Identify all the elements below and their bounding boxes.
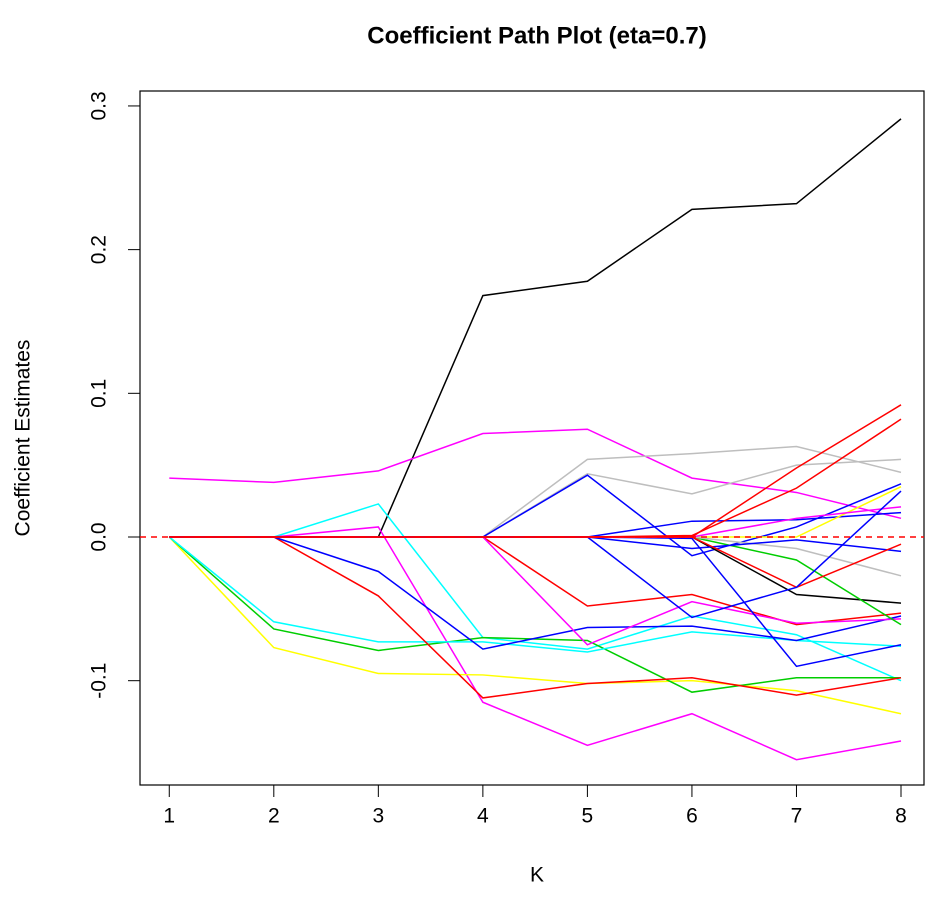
y-tick-label: -0.1 bbox=[88, 663, 111, 699]
series-line bbox=[169, 526, 902, 761]
x-tick-label: 1 bbox=[163, 805, 175, 828]
x-tick-label: 6 bbox=[686, 805, 698, 828]
series-line bbox=[169, 503, 902, 682]
series-line bbox=[169, 486, 902, 538]
x-tick-label: 4 bbox=[477, 805, 489, 828]
y-axis-label: Coefficient Estimates bbox=[12, 340, 35, 537]
series-line bbox=[169, 536, 902, 626]
series-line bbox=[168, 536, 902, 715]
series-line bbox=[169, 118, 902, 538]
series-line bbox=[169, 536, 902, 699]
y-tick-label: 0.3 bbox=[88, 91, 111, 120]
series-line bbox=[169, 536, 902, 604]
series-line bbox=[169, 418, 902, 538]
series-line bbox=[169, 490, 902, 619]
series-line bbox=[169, 536, 902, 577]
y-tick-label: 0.0 bbox=[88, 522, 111, 551]
x-axis-label: K bbox=[530, 864, 544, 887]
x-tick-label: 3 bbox=[372, 805, 384, 828]
series-line bbox=[169, 474, 902, 557]
x-tick-label: 8 bbox=[895, 805, 907, 828]
x-tick-label: 5 bbox=[582, 805, 594, 828]
series-line bbox=[169, 536, 902, 626]
series-line bbox=[169, 511, 902, 538]
y-tick-label: 0.2 bbox=[88, 235, 111, 264]
chart-title: Coefficient Path Plot (eta=0.7) bbox=[367, 22, 706, 49]
series-line bbox=[169, 428, 902, 520]
series-line bbox=[169, 536, 902, 589]
series-line bbox=[169, 536, 902, 650]
series-line bbox=[168, 536, 902, 693]
series-line bbox=[169, 506, 902, 538]
y-tick-label: 0.1 bbox=[88, 379, 111, 408]
x-tick-label: 2 bbox=[268, 805, 280, 828]
x-tick-label: 7 bbox=[791, 805, 803, 828]
series-line bbox=[169, 404, 902, 538]
series-line bbox=[168, 536, 902, 653]
